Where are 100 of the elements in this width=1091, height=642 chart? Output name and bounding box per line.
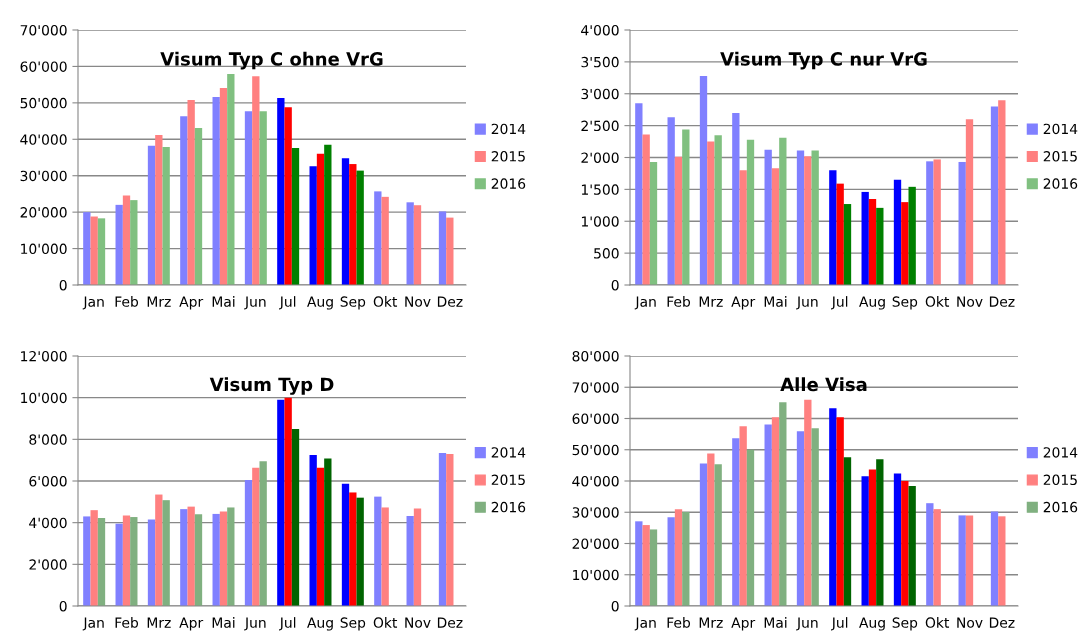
bar — [779, 137, 787, 285]
bar — [446, 453, 454, 606]
bar — [341, 483, 350, 606]
bar — [212, 97, 220, 285]
bar — [707, 141, 715, 285]
bar — [147, 145, 156, 285]
y-tick-label: 2'500 — [581, 120, 619, 132]
y-tick-label: 8'000 — [29, 434, 67, 445]
bar — [901, 202, 909, 285]
y-tick-label: 80'000 — [572, 350, 619, 362]
x-tick-label: Okt — [373, 617, 398, 628]
legend-label: 2014 — [491, 447, 526, 458]
bar — [438, 211, 447, 285]
bar — [374, 191, 382, 285]
x-tick-label: Mai — [212, 617, 235, 628]
y-tick-label: 50'000 — [572, 444, 619, 456]
bar — [861, 191, 869, 285]
bar — [277, 399, 285, 606]
bar — [843, 204, 852, 285]
legend-label: 2016 — [1043, 178, 1078, 189]
x-tick-label: Mai — [764, 296, 787, 307]
y-tick-label: 3'000 — [581, 88, 619, 100]
bar — [908, 486, 916, 606]
y-tick-label: 0 — [611, 600, 619, 612]
bar — [933, 159, 941, 285]
bar — [291, 148, 300, 285]
bar — [316, 153, 325, 285]
y-tick-label: 40'000 — [572, 475, 619, 487]
y-tick-label: 30'000 — [572, 507, 619, 518]
bar — [836, 417, 844, 606]
legend-label: 2016 — [491, 178, 526, 189]
bar — [908, 186, 916, 285]
bar — [714, 464, 722, 606]
legend-label: 2016 — [1043, 501, 1078, 513]
bar — [291, 428, 300, 606]
bar — [90, 510, 98, 606]
x-tick-label: Apr — [179, 617, 204, 631]
bar — [771, 168, 780, 285]
x-tick-label: Aug — [307, 617, 333, 631]
y-tick-label: 12'000 — [21, 350, 67, 362]
x-tick-label: Jan — [634, 296, 656, 310]
bar — [130, 200, 138, 285]
y-tick-label: 4'000 — [581, 24, 619, 36]
bar — [739, 170, 747, 285]
x-tick-label: Sep — [892, 617, 918, 631]
x-tick-label: Dez — [989, 296, 1015, 307]
y-tick-label: 0 — [59, 600, 67, 612]
bar — [381, 507, 389, 606]
bar — [406, 516, 414, 606]
bar — [933, 509, 941, 606]
bar — [714, 135, 722, 285]
y-tick-label: 1'500 — [581, 184, 619, 195]
x-tick-label: Apr — [179, 296, 204, 310]
bar — [349, 492, 357, 606]
bar — [155, 134, 163, 285]
legend-label: 2015 — [491, 151, 525, 162]
x-tick-label: Jul — [831, 296, 848, 310]
bar — [187, 506, 195, 606]
bar — [309, 166, 317, 285]
x-tick-label: Jun — [244, 296, 266, 310]
y-tick-label: 3'500 — [581, 56, 619, 68]
bar — [374, 496, 382, 606]
bar — [998, 516, 1006, 606]
bar — [926, 161, 934, 285]
bar — [804, 156, 812, 285]
x-tick-label: Sep — [340, 617, 366, 631]
x-tick-label: Mai — [764, 617, 787, 628]
x-tick-label: Jun — [244, 617, 266, 631]
bar — [649, 529, 658, 606]
bar — [122, 195, 131, 285]
bar — [642, 134, 650, 285]
x-tick-label: Jul — [279, 296, 296, 310]
x-tick-label: Jan — [82, 296, 104, 310]
y-tick-label: 2'000 — [29, 559, 67, 570]
bar — [83, 516, 91, 606]
y-tick-label: 70'000 — [20, 24, 67, 36]
x-tick-label: Jan — [82, 617, 104, 631]
y-tick-label: 500 — [594, 248, 619, 259]
bar — [861, 476, 869, 606]
x-tick-label: Aug — [307, 296, 333, 310]
x-tick-label: Nov — [957, 617, 983, 628]
bar — [227, 74, 235, 285]
bar — [406, 202, 414, 285]
x-tick-label: Feb — [667, 296, 691, 307]
bar — [836, 183, 844, 285]
bar — [667, 117, 675, 285]
x-tick-label: Mrz — [147, 617, 171, 628]
bar — [829, 170, 837, 285]
bar — [958, 515, 966, 606]
x-tick-label: Apr — [731, 617, 756, 631]
y-tick-label: 60'000 — [572, 413, 619, 424]
bar — [155, 494, 163, 606]
bar — [147, 519, 156, 606]
bar — [649, 161, 658, 285]
bar — [926, 503, 934, 606]
x-tick-label: Jan — [634, 617, 656, 631]
bar — [244, 111, 253, 285]
x-tick-label: Feb — [667, 617, 691, 628]
bar — [764, 424, 772, 606]
x-tick-label: Dez — [437, 617, 463, 628]
